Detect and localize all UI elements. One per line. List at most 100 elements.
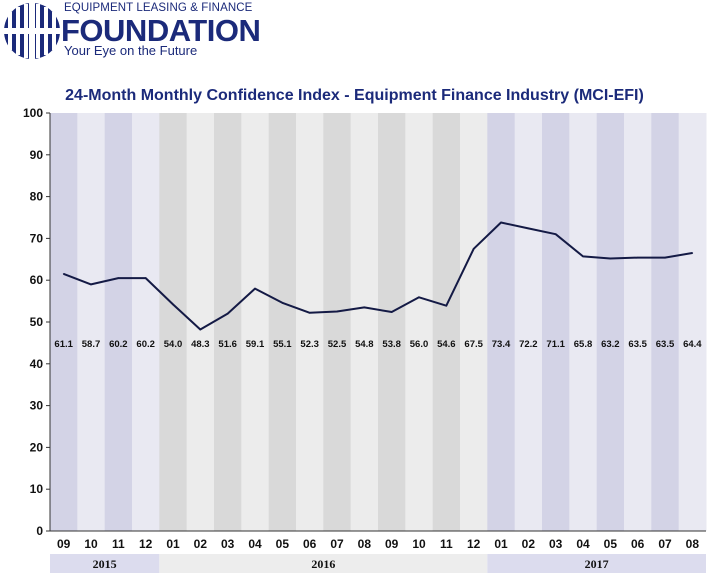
month-band xyxy=(323,113,352,531)
data-point xyxy=(254,287,256,290)
data-point xyxy=(336,310,338,313)
logo-globe-icon xyxy=(4,3,60,59)
x-tick-label: 06 xyxy=(631,537,645,551)
x-tick-label: 10 xyxy=(412,537,426,551)
x-tick-label: 09 xyxy=(385,537,399,551)
y-tick-label: 10 xyxy=(30,482,44,496)
x-tick-label: 05 xyxy=(604,537,618,551)
x-tick-label: 01 xyxy=(494,537,508,551)
x-tick-label: 09 xyxy=(57,537,71,551)
data-point xyxy=(691,252,694,254)
month-band xyxy=(296,113,324,531)
data-point xyxy=(664,256,666,259)
data-label: 67.5 xyxy=(464,339,483,350)
foundation-logo: EQUIPMENT LEASING & FINANCE FOUNDATION Y… xyxy=(0,0,280,62)
x-tick-label: 08 xyxy=(686,537,700,551)
month-band xyxy=(104,113,133,531)
data-label: 56.0 xyxy=(410,339,429,350)
series-line xyxy=(63,221,693,331)
month-band xyxy=(651,113,680,531)
x-tick-label: 08 xyxy=(358,537,372,551)
data-label: 63.5 xyxy=(656,339,675,350)
month-band xyxy=(596,113,625,531)
chart-title: 24-Month Monthly Confidence Index - Equi… xyxy=(65,87,644,104)
y-tick-label: 50 xyxy=(30,315,44,329)
data-label: 65.8 xyxy=(574,339,593,350)
x-tick-label: 11 xyxy=(112,537,125,551)
data-point xyxy=(172,303,174,306)
month-band xyxy=(487,113,516,531)
data-point xyxy=(527,227,530,230)
data-label: 63.5 xyxy=(628,339,647,350)
month-band xyxy=(378,113,406,531)
y-tick-label: 0 xyxy=(36,524,43,538)
logo-line-1: EQUIPMENT LEASING & FINANCE xyxy=(64,2,253,14)
data-label: 52.5 xyxy=(328,339,347,350)
x-tick-label: 07 xyxy=(330,537,344,551)
data-label: 54.6 xyxy=(437,339,456,350)
month-band xyxy=(460,113,488,531)
month-band xyxy=(350,113,379,531)
data-label: 54.8 xyxy=(355,339,374,350)
data-label: 73.4 xyxy=(492,339,511,350)
month-band xyxy=(678,113,707,531)
month-band xyxy=(405,113,434,531)
data-point xyxy=(199,328,202,331)
data-point xyxy=(308,312,311,314)
year-label: 2015 xyxy=(93,557,117,571)
data-label: 51.6 xyxy=(218,339,237,350)
x-tick-label: 03 xyxy=(221,537,235,551)
y-tick-label: 90 xyxy=(30,148,44,162)
month-band xyxy=(569,113,598,531)
data-point xyxy=(390,311,393,313)
data-point xyxy=(445,304,448,307)
x-tick-label: 01 xyxy=(166,537,180,551)
data-point xyxy=(582,255,584,258)
x-tick-label: 06 xyxy=(303,537,317,551)
data-point xyxy=(418,296,420,299)
month-band xyxy=(432,113,461,531)
data-label: 64.4 xyxy=(683,339,702,350)
data-label: 59.1 xyxy=(246,339,265,350)
data-point xyxy=(554,233,557,236)
data-point xyxy=(636,256,639,259)
y-tick-label: 80 xyxy=(30,190,44,204)
data-label: 61.1 xyxy=(54,339,73,350)
y-tick-label: 40 xyxy=(30,357,44,371)
data-label: 72.2 xyxy=(519,339,538,350)
data-label: 58.7 xyxy=(82,339,101,350)
x-tick-label: 04 xyxy=(248,537,262,551)
y-tick-label: 70 xyxy=(30,231,44,245)
data-point xyxy=(609,257,612,260)
y-tick-label: 60 xyxy=(30,273,44,287)
data-label: 63.2 xyxy=(601,339,620,350)
data-point xyxy=(144,277,147,279)
data-label: 60.2 xyxy=(109,339,128,350)
month-band xyxy=(241,113,270,531)
y-tick-label: 20 xyxy=(30,440,44,454)
data-point xyxy=(90,283,92,286)
x-tick-label: 12 xyxy=(139,537,153,551)
data-label: 52.3 xyxy=(300,339,319,350)
year-band xyxy=(487,554,706,573)
data-point xyxy=(472,248,475,250)
x-tick-label: 12 xyxy=(467,537,481,551)
data-label: 55.1 xyxy=(273,339,292,350)
year-band xyxy=(159,554,488,573)
data-label: 53.8 xyxy=(382,339,401,350)
month-band xyxy=(50,113,78,531)
x-tick-label: 02 xyxy=(522,537,536,551)
year-label: 2017 xyxy=(585,557,609,571)
logo-tagline: Your Eye on the Future xyxy=(64,43,198,58)
data-label: 48.3 xyxy=(191,339,210,350)
data-point xyxy=(117,277,120,279)
month-band xyxy=(159,113,188,531)
month-band xyxy=(268,113,297,531)
y-tick-label: 100 xyxy=(23,106,43,120)
x-tick-label: 03 xyxy=(549,537,563,551)
x-tick-label: 11 xyxy=(440,537,453,551)
month-band xyxy=(214,113,242,531)
data-point xyxy=(281,301,284,304)
data-point xyxy=(226,312,229,315)
x-tick-label: 02 xyxy=(194,537,208,551)
